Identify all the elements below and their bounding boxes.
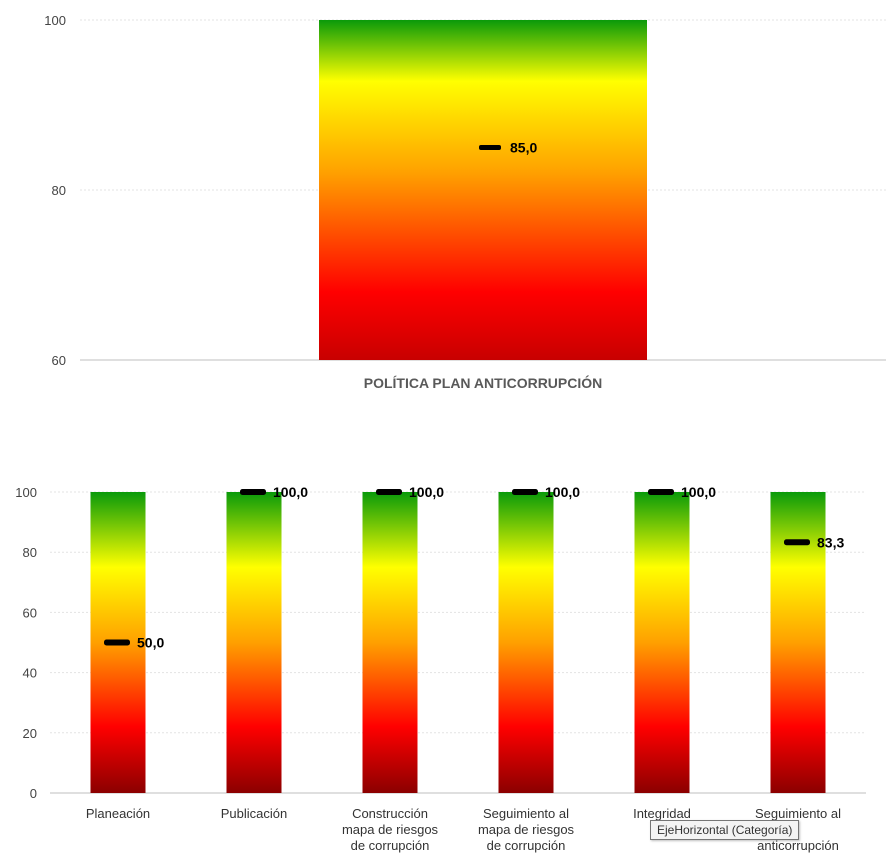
- x-category-label: mapa de riesgos: [478, 822, 575, 837]
- y-tick-label: 60: [52, 353, 66, 368]
- value-marker[interactable]: [648, 489, 674, 495]
- x-category-label: mapa de riesgos: [342, 822, 439, 837]
- x-category-label: anticorrupción: [757, 838, 839, 853]
- x-category-label: de corrupción: [351, 838, 430, 853]
- value-marker[interactable]: [479, 145, 501, 150]
- data-label: 85,0: [510, 140, 537, 156]
- x-category-label: Publicación: [221, 806, 288, 821]
- x-category-label: Seguimiento al: [755, 806, 841, 821]
- bar[interactable]: [319, 20, 647, 360]
- y-tick-label: 20: [23, 726, 37, 741]
- data-label: 100,0: [545, 484, 580, 500]
- value-marker[interactable]: [104, 639, 130, 646]
- x-category-label: Integridad: [633, 806, 691, 821]
- data-label: 100,0: [681, 484, 716, 500]
- bar[interactable]: [362, 492, 418, 793]
- x-category-label: de corrupción: [487, 838, 566, 853]
- data-label: 100,0: [409, 484, 444, 500]
- value-marker[interactable]: [784, 539, 810, 546]
- x-category-label: Construcción: [352, 806, 428, 821]
- value-marker[interactable]: [240, 489, 266, 495]
- y-tick-label: 60: [23, 605, 37, 620]
- data-label: 50,0: [137, 635, 164, 651]
- data-label: 100,0: [273, 484, 308, 500]
- value-marker[interactable]: [512, 489, 538, 495]
- bar[interactable]: [226, 492, 282, 793]
- x-category-label: Seguimiento al: [483, 806, 569, 821]
- politica-chart: 60 80 100 85,0 POLÍTICA PLAN ANTICORRUPCIÓN: [44, 13, 886, 391]
- x-category-label: Planeación: [86, 806, 150, 821]
- x-category-label: POLÍTICA PLAN ANTICORRUPCIÓN: [364, 374, 603, 391]
- y-tick-label: 80: [52, 183, 66, 198]
- y-tick-label: 100: [44, 13, 66, 28]
- y-tick-label: 0: [30, 786, 37, 801]
- bar[interactable]: [634, 492, 690, 793]
- y-tick-label: 40: [23, 666, 37, 681]
- y-tick-label: 100: [15, 485, 37, 500]
- components-chart: 0 20 40 60 80 100 50,0 Planeación 100,0 Publicaci…: [15, 484, 866, 853]
- y-tick-label: 80: [23, 545, 37, 560]
- axis-tooltip: EjeHorizontal (Categoría): [650, 820, 800, 840]
- value-marker[interactable]: [376, 489, 402, 495]
- bar[interactable]: [498, 492, 554, 793]
- data-label: 83,3: [817, 534, 844, 550]
